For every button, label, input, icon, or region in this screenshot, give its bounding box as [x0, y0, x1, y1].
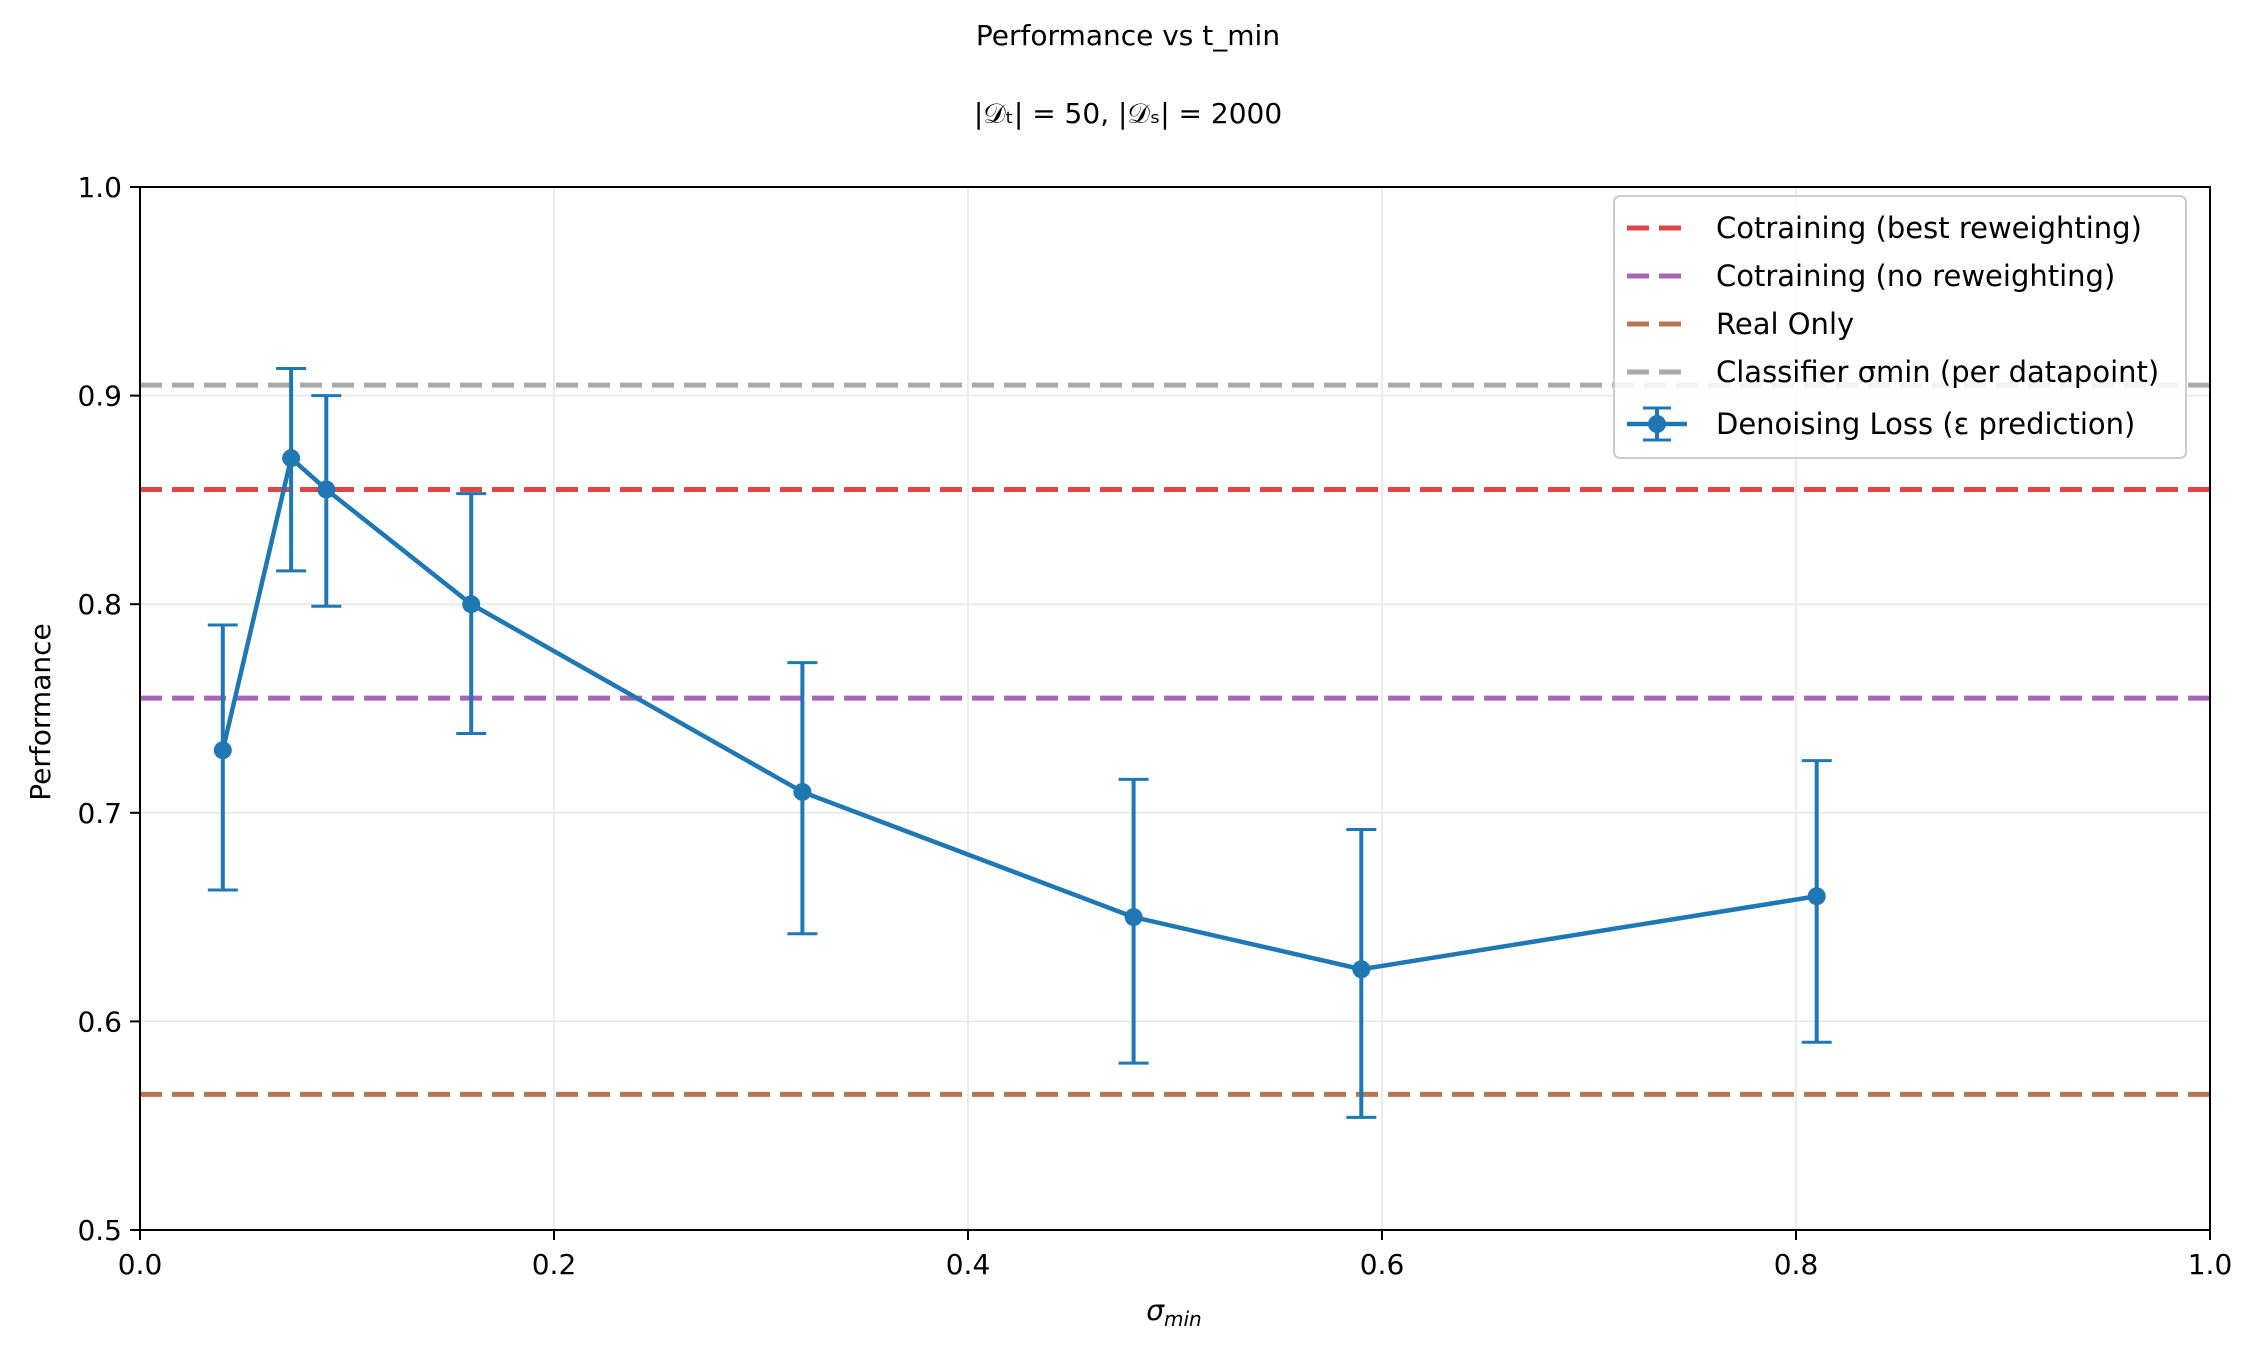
y-axis-label: Performance	[24, 623, 57, 800]
y-tick-label: 0.7	[77, 797, 122, 830]
data-point	[1124, 908, 1143, 927]
x-tick-label: 0.2	[532, 1248, 577, 1281]
legend-label: Real Only	[1716, 307, 1854, 341]
data-point	[213, 741, 232, 760]
chart-subtitle: |𝒟ₜ| = 50, |𝒟ₛ| = 2000	[974, 97, 1282, 130]
reference-lines	[140, 382, 2210, 1097]
series-line	[220, 455, 1818, 972]
y-tick-label: 0.6	[77, 1005, 122, 1038]
data-point	[282, 449, 301, 468]
x-tick-label: 1.0	[2188, 1248, 2233, 1281]
x-tick-label: 0.0	[118, 1248, 163, 1281]
data-series	[207, 366, 1832, 1119]
plot-frame	[139, 186, 2211, 1231]
y-tick-label: 0.9	[77, 380, 122, 413]
legend-label: Denoising Loss (ε prediction)	[1716, 407, 2135, 441]
legend-swatch-marker	[1648, 415, 1666, 433]
data-point	[317, 480, 336, 499]
legend-label: Cotraining (no reweighting)	[1716, 259, 2115, 293]
y-tick-label: 0.5	[77, 1214, 122, 1247]
legend-box	[1613, 195, 2187, 459]
data-point	[793, 782, 812, 801]
x-axis-label: σmin	[1146, 1294, 1201, 1331]
x-axis-label-symbol: σ	[1146, 1294, 1165, 1327]
data-point	[462, 595, 481, 614]
x-tick-label: 0.8	[1774, 1248, 1819, 1281]
legend-label: Cotraining (best reweighting)	[1716, 211, 2142, 245]
axis-ticks: 0.0 0.2 0.4 0.6 0.8 1.0 0.5 0.6 0.7 0.8 0.9 1.0	[77, 171, 2232, 1281]
y-tick-label: 0.8	[77, 588, 122, 621]
x-tick-label: 0.4	[946, 1248, 991, 1281]
legend: Cotraining (best reweighting) Cotraining …	[1613, 195, 2187, 459]
data-point	[1352, 960, 1371, 979]
x-tick-label: 0.6	[1360, 1248, 1405, 1281]
y-tick-label: 1.0	[77, 171, 122, 204]
chart-title: Performance vs t_min	[976, 19, 1280, 52]
data-point	[1807, 887, 1826, 906]
x-axis-label-subscript: min	[1164, 1307, 1202, 1331]
legend-label: Classifier σmin (per datapoint)	[1716, 355, 2159, 389]
